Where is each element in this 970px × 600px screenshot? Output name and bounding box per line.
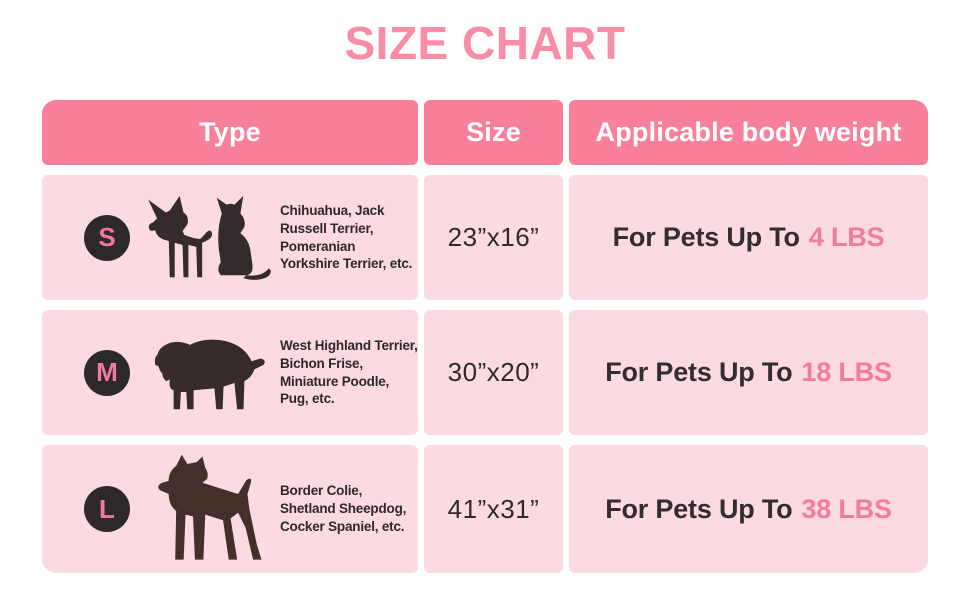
weight-prefix-s: For Pets Up To — [612, 222, 800, 252]
header-type: Type — [42, 100, 418, 165]
size-l-badge: L — [84, 486, 130, 532]
size-value-l: 41”x31” — [447, 493, 540, 524]
weight-value-m: 18 LBS — [801, 357, 892, 387]
spaniel-dog-icon — [142, 326, 276, 420]
weight-text-s: For Pets Up To 4 LBS — [613, 222, 885, 253]
size-l-badge-label: L — [99, 493, 115, 524]
chihuahua-and-cat-icon — [142, 189, 276, 287]
weight-value-l: 38 LBS — [801, 493, 892, 524]
spaniel-dog-silhouette — [154, 339, 265, 409]
breeds-text-l: Border Colie, Shetland Sheepdog, Cocker … — [280, 483, 407, 534]
weight-text-m: For Pets Up To 18 LBS — [605, 357, 892, 388]
chihuahua-and-cat-silhouette — [148, 195, 271, 280]
size-s-badge: S — [84, 214, 130, 261]
size-s-badge-label: S — [98, 222, 116, 252]
size-value-s: 23”x16” — [447, 222, 540, 252]
breeds-text-m: West Highland Terrier, Bichon Frise, Min… — [280, 337, 418, 407]
boxer-dog-silhouette — [158, 454, 262, 560]
table-row-s-weight: For Pets Up To 4 LBS — [569, 175, 928, 300]
page-title: SIZE CHART — [344, 17, 626, 69]
weight-text-l: For Pets Up To 38 LBS — [605, 494, 892, 525]
size-chart-table: Type Size Applicable body weight S Chihu… — [42, 100, 928, 573]
table-row-l-type: L Border Colie, Shetland Sheepdog, Cocke… — [42, 445, 418, 573]
weight-value-s: 4 LBS — [808, 222, 885, 252]
header-size: Size — [424, 100, 563, 165]
table-row-l-weight: For Pets Up To 38 LBS — [569, 445, 928, 573]
size-m-badge: M — [84, 349, 130, 396]
breeds-text-s: Chihuahua, Jack Russell Terrier, Pomeran… — [280, 202, 413, 272]
size-value-m: 30”x20” — [447, 357, 540, 387]
weight-prefix-l: For Pets Up To — [605, 493, 793, 524]
table-row-m-type: M West Highland Terrier, Bichon Frise, M… — [42, 310, 418, 435]
boxer-dog-icon — [142, 451, 276, 567]
table-row-s-size: 23”x16” — [424, 175, 563, 300]
header-weight: Applicable body weight — [569, 100, 928, 165]
weight-prefix-m: For Pets Up To — [605, 357, 793, 387]
table-row-l-size: 41”x31” — [424, 445, 563, 573]
table-row-m-weight: For Pets Up To 18 LBS — [569, 310, 928, 435]
size-m-badge-label: M — [96, 357, 118, 387]
table-row-s-type: S Chihuahua, Jack Russell Terrier, Pomer… — [42, 175, 418, 300]
table-row-m-size: 30”x20” — [424, 310, 563, 435]
